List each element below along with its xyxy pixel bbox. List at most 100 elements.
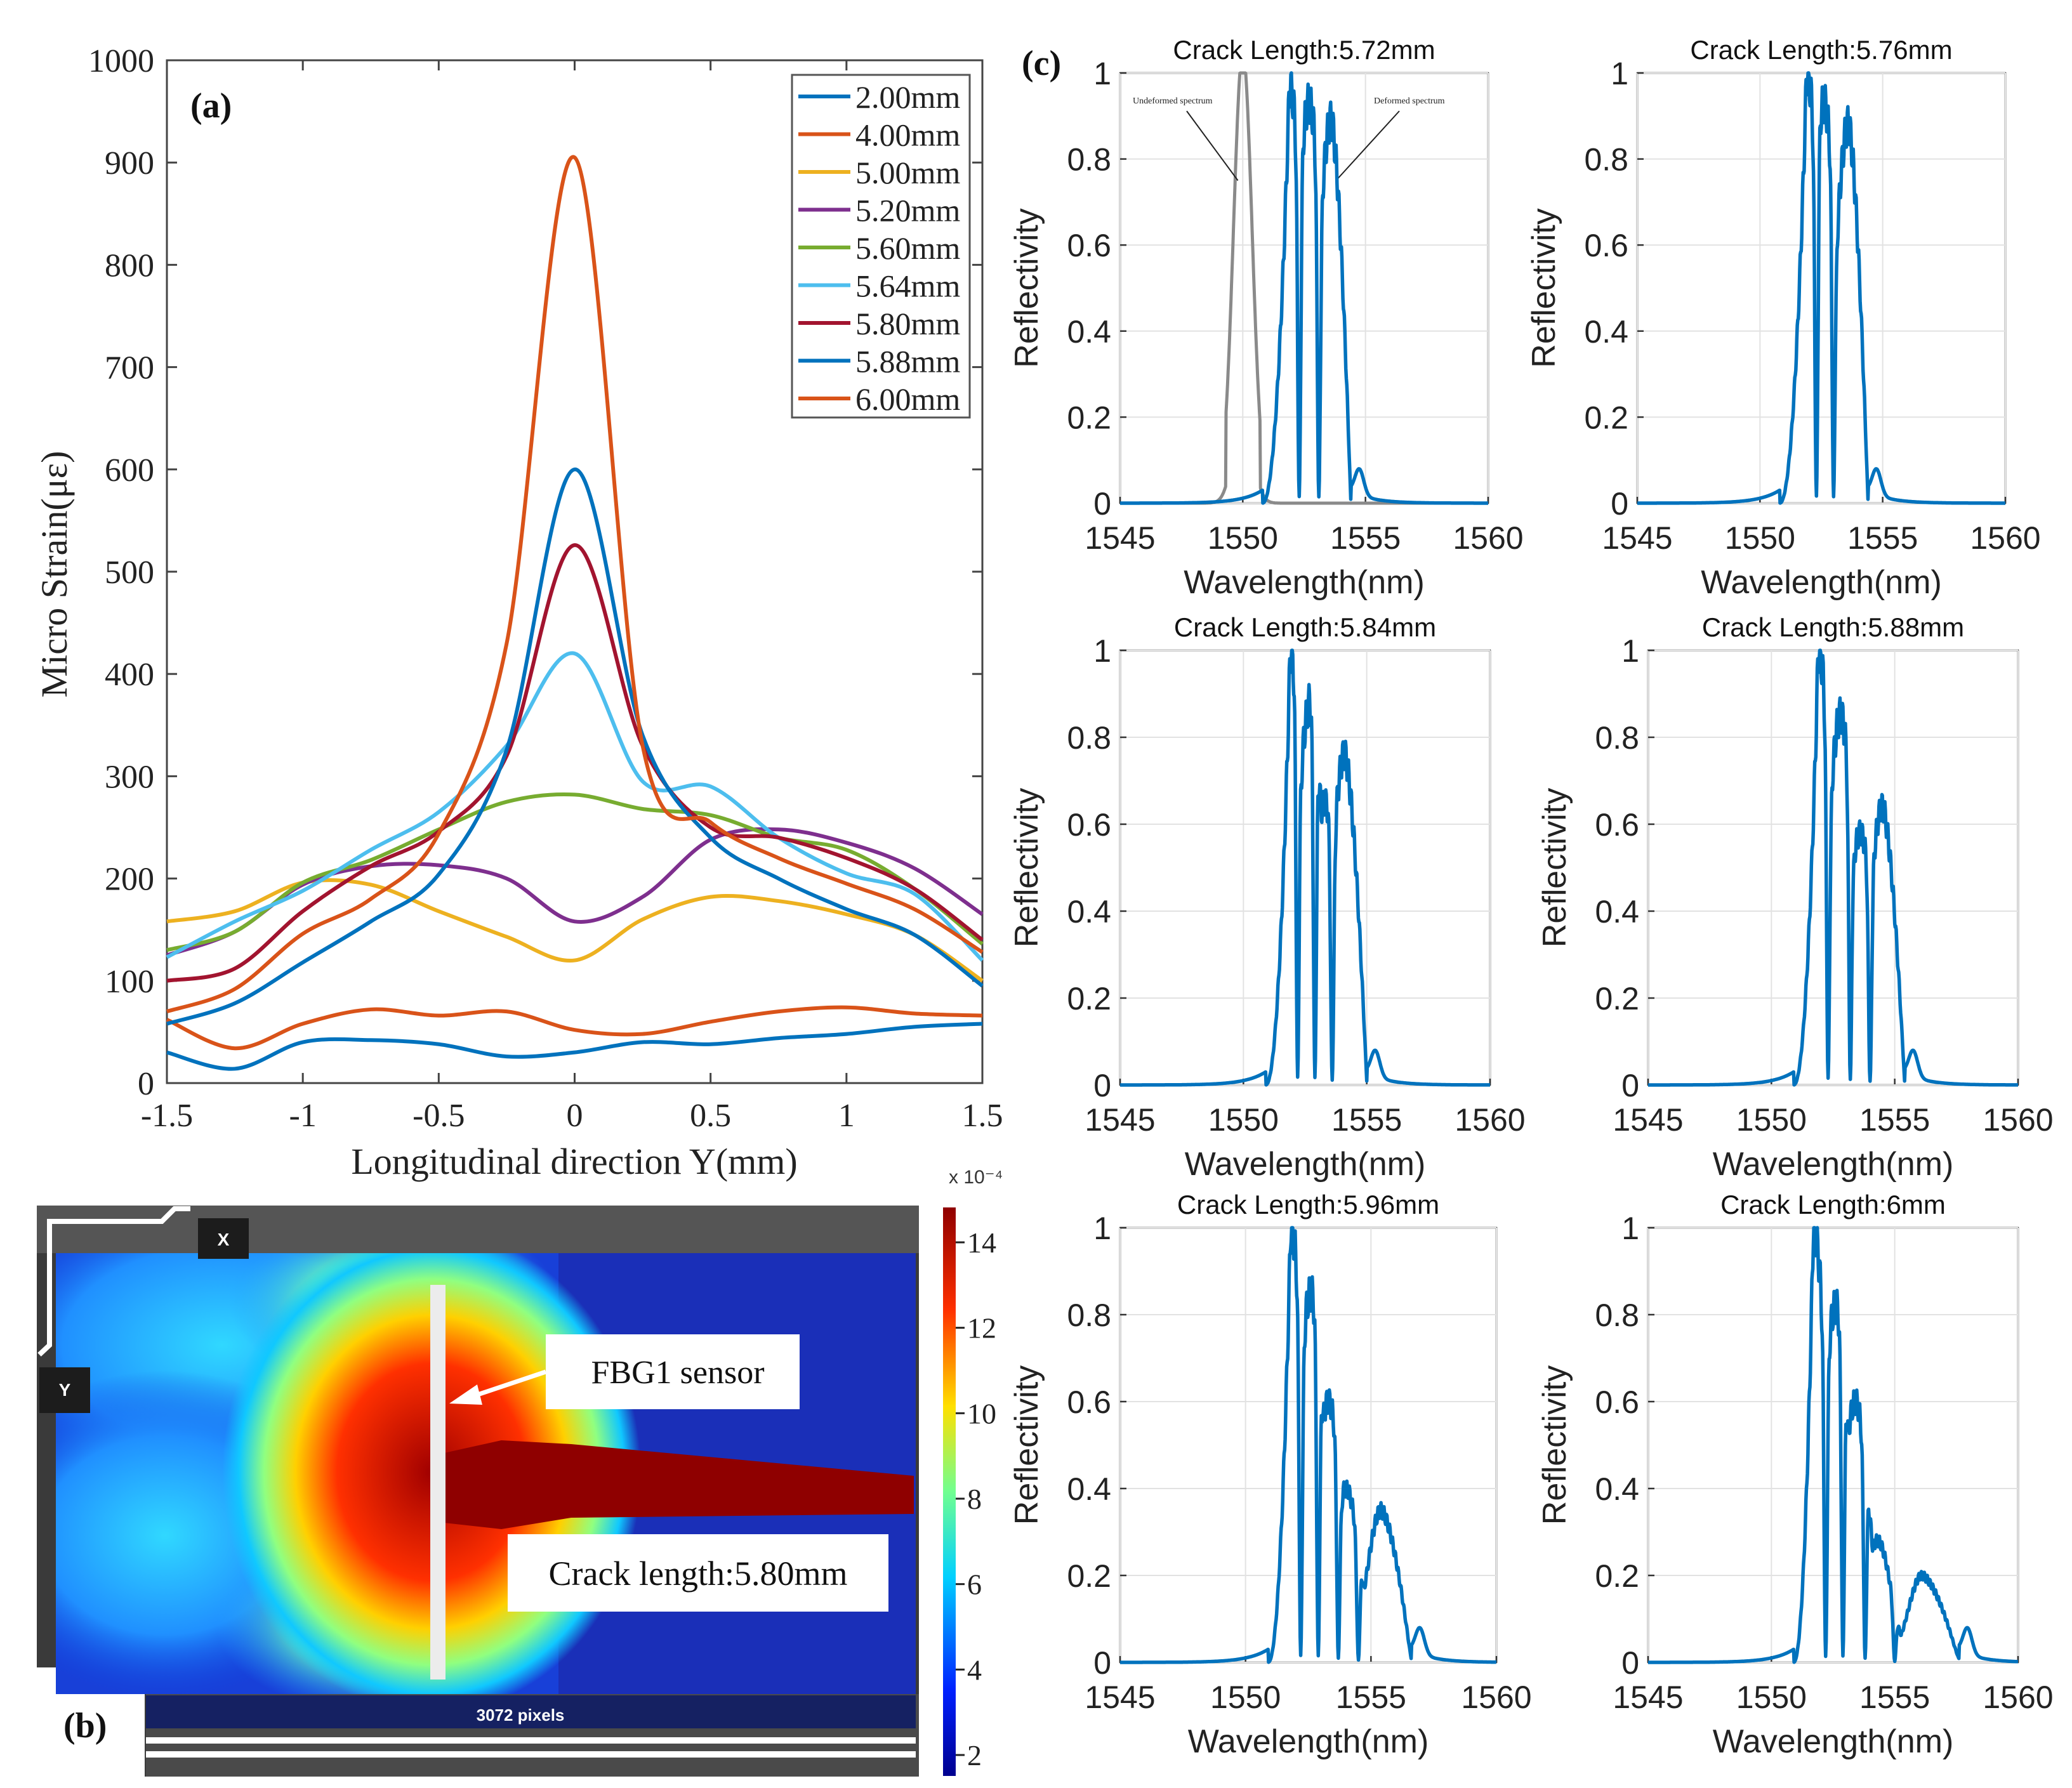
- x-tick-label: 1555: [1336, 1680, 1406, 1715]
- subplot-2: 1545 1550 1555 1560 0 0.2 0.4 0.6 0.8 1 Crack Leng…: [1526, 35, 2041, 601]
- y-tick-label: 0: [1093, 1645, 1111, 1681]
- y-axis-label: Reflectivity: [1526, 208, 1562, 367]
- colorbar-tick-label: 4: [967, 1653, 982, 1686]
- y-tick-label: 0.8: [1584, 142, 1628, 178]
- subplot-1: 1545 1550 1555 1560 0 0.2 0.4 0.6 0.8 1 Crack Leng…: [1008, 35, 1524, 601]
- panel-b-strain-field: 3072 pixels X Y FBG1 sensor Crack length…: [0, 1167, 1003, 1788]
- x-tick-label: 1550: [1736, 1102, 1807, 1138]
- colorbar-exponent: x 10⁻⁴: [949, 1167, 1003, 1188]
- y-tick-label: 200: [105, 862, 154, 898]
- deformed-spectrum-line: [1119, 648, 1491, 1087]
- x-tick-label: 1560: [1461, 1680, 1531, 1715]
- annotation-undeformed: Undeformed spectrum: [1133, 96, 1213, 106]
- series-lines: [166, 155, 984, 1071]
- series-line-5.64mm: [166, 651, 984, 962]
- series-line-4.00mm: [166, 1005, 983, 1051]
- scale-bar-line-1: [146, 1737, 916, 1744]
- subplot-title: Crack Length:5.84mm: [1174, 612, 1436, 642]
- y-tick-label: 0.8: [1595, 1298, 1639, 1333]
- subplot-title: Crack Length:5.76mm: [1690, 35, 1952, 65]
- y-tick-label: 0.6: [1595, 807, 1639, 843]
- x-axis-label: Wavelength(nm): [1185, 1146, 1426, 1183]
- x-tick-label: 1550: [1736, 1680, 1807, 1715]
- series-line-5.88mm: [166, 467, 984, 1026]
- x-tick-label: 1550: [1208, 520, 1278, 556]
- axis-y-badge: [39, 1367, 90, 1413]
- panel-c-spectra: (c) 1545 1550 1555 1560 0 0.2 0.4 0.6 0.8 1 Crack …: [1008, 35, 2054, 1760]
- y-tick-label: 0: [1621, 1645, 1639, 1681]
- y-tick-label: 1: [1621, 1211, 1639, 1246]
- x-axis-label: Wavelength(nm): [1713, 1146, 1954, 1183]
- x-tick-label: 1555: [1330, 520, 1401, 556]
- y-tick-label: 0.8: [1067, 720, 1111, 756]
- x-axis-label: Longitudinal direction Y(mm): [351, 1141, 797, 1182]
- series-line-5.80mm: [166, 543, 984, 983]
- sensor-arrow: [467, 1369, 547, 1400]
- panel-a-label: (a): [190, 86, 232, 126]
- y-tick-label: 1: [1621, 633, 1639, 669]
- subplot-title: Crack Length:6mm: [1720, 1190, 1946, 1219]
- x-tick-label: 1550: [1208, 1102, 1279, 1138]
- crack-label: Crack length:5.80mm: [549, 1555, 848, 1593]
- x-tick-label: 1545: [1613, 1680, 1683, 1715]
- y-tick-label: 1000: [88, 43, 154, 79]
- x-tick-label: 1555: [1859, 1680, 1930, 1715]
- y-tick-label: 700: [105, 350, 154, 386]
- panel-b-label: (b): [63, 1706, 107, 1745]
- subplot-4: 1545 1550 1555 1560 0 0.2 0.4 0.6 0.8 1 Crack Leng…: [1536, 612, 2054, 1183]
- annotation-arrow: [1335, 110, 1400, 181]
- y-tick-label: 0.6: [1584, 228, 1628, 263]
- y-tick-label: 1: [1093, 633, 1111, 669]
- y-tick-label: 0.6: [1067, 228, 1111, 263]
- subplot-3: 1545 1550 1555 1560 0 0.2 0.4 0.6 0.8 1 Crack Leng…: [1008, 612, 1526, 1183]
- spectra-subplots: 1545 1550 1555 1560 0 0.2 0.4 0.6 0.8 1 Crack Leng…: [1008, 35, 2054, 1760]
- y-tick-label: 1: [1093, 56, 1111, 91]
- x-tick-label: 1560: [1455, 1102, 1525, 1138]
- legend-entry: 5.64mm: [855, 268, 960, 304]
- crack-region: [444, 1440, 914, 1529]
- fbg-sensor-line: [430, 1285, 445, 1680]
- colorbar: [943, 1207, 956, 1776]
- axis-x-label: X: [218, 1230, 230, 1249]
- y-tick-label: 0.2: [1067, 400, 1111, 435]
- x-tick-label: 0.5: [690, 1098, 731, 1134]
- legend-entry: 5.00mm: [855, 155, 960, 190]
- y-tick-label: 0.2: [1067, 981, 1111, 1016]
- x-tick-label: 1550: [1210, 1680, 1281, 1715]
- deformed-spectrum-line: [1647, 648, 2019, 1087]
- series-line-6.00mm: [166, 155, 984, 1014]
- y-tick-label: 0: [1621, 1068, 1639, 1103]
- y-tick-label: 300: [105, 759, 154, 795]
- y-axis-label: Reflectivity: [1008, 788, 1045, 947]
- y-axis-label: Reflectivity: [1008, 1365, 1045, 1525]
- deformed-spectrum-line: [1647, 1226, 2019, 1664]
- y-tick-label: 0: [1611, 486, 1628, 522]
- y-tick-label: 100: [105, 964, 154, 1000]
- y-tick-label: 0: [138, 1066, 154, 1102]
- x-tick-labels: -1.5 -1 -0.5 0 0.5 1 1.5: [141, 1098, 1003, 1134]
- sensor-arrowhead: [449, 1384, 482, 1405]
- subplot-6: 1545 1550 1555 1560 0 0.2 0.4 0.6 0.8 1 Crack Leng…: [1536, 1190, 2054, 1760]
- series-line-2.00mm: [166, 1022, 983, 1071]
- sensor-label-box: [546, 1334, 800, 1409]
- colorbar-tick-label: 12: [967, 1312, 996, 1344]
- scale-bar-line-2: [146, 1751, 916, 1758]
- series-line-5.60mm: [166, 792, 984, 952]
- x-tick-label: 1555: [1331, 1102, 1402, 1138]
- legend-entry: 5.20mm: [855, 193, 960, 228]
- axis-y-label: Y: [59, 1380, 71, 1400]
- y-tick-label: 0.2: [1584, 400, 1628, 435]
- y-axis-label: Reflectivity: [1536, 1365, 1573, 1525]
- x-tick-label: 1545: [1085, 1102, 1155, 1138]
- y-tick-labels: 0 100 200 300 400 500 600 700 800 900 1000: [88, 43, 154, 1102]
- y-tick-label: 1: [1093, 1211, 1111, 1246]
- y-tick-label: 0.8: [1067, 142, 1111, 178]
- y-tick-label: 0.6: [1067, 1384, 1111, 1420]
- series-line-5.00mm: [166, 878, 984, 983]
- deformed-spectrum-line: [1119, 71, 1489, 505]
- subplot-frame: [1647, 649, 2019, 1086]
- x-tick-label: 1545: [1085, 520, 1155, 556]
- colorbar-tick-label: 10: [967, 1397, 996, 1430]
- roi-outline: [37, 1206, 190, 1357]
- legend-entry: 5.88mm: [855, 344, 960, 379]
